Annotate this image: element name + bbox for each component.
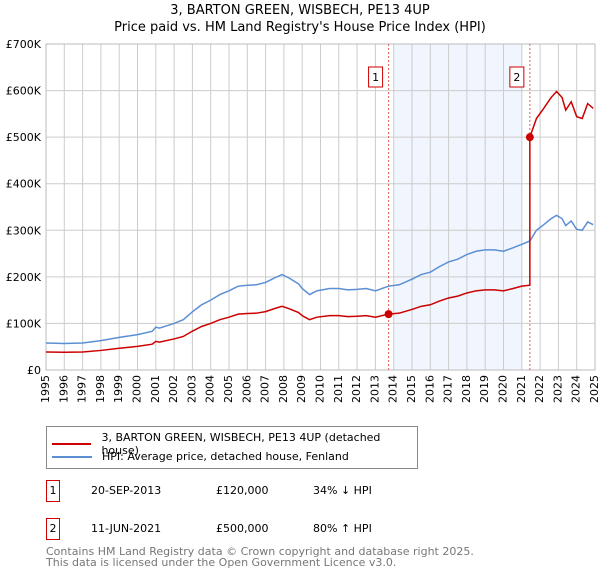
x-tick-label: 2011 [332, 375, 345, 403]
sale-point [384, 310, 393, 319]
footer: Contains HM Land Registry data © Crown c… [46, 546, 474, 568]
x-tick-label: 1998 [94, 375, 107, 403]
legend-item-property: 3, BARTON GREEN, WISBECH, PE13 4UP (deta… [52, 431, 417, 457]
x-tick-label: 2004 [204, 375, 217, 403]
x-tick-label: 2024 [570, 375, 583, 403]
x-tick-label: 2007 [259, 375, 272, 403]
x-tick-label: 2009 [295, 375, 308, 403]
x-tick-label: 1999 [112, 375, 125, 403]
legend-label: HPI: Average price, detached house, Fenl… [102, 450, 349, 463]
property-price-line [45, 90, 594, 354]
x-tick-label: 2018 [460, 375, 473, 403]
sale-price: £120,000 [216, 484, 269, 497]
x-tick-label: 1996 [57, 375, 70, 403]
y-tick-label: £400K [6, 178, 42, 191]
x-tick-label: 2008 [277, 375, 290, 403]
y-tick-label: £600K [6, 85, 42, 98]
x-tick-label: 2013 [368, 375, 381, 403]
x-tick-label: 2003 [185, 375, 198, 403]
x-tick-label: 2006 [240, 375, 253, 403]
y-tick-label: £200K [6, 271, 42, 284]
legend: 3, BARTON GREEN, WISBECH, PE13 4UP (deta… [46, 426, 418, 469]
sale-hpi-diff: 34% ↓ HPI [313, 484, 372, 497]
price-chart: 1995 1996 1997 1998 1999 2000 2001 2002 2003 2004… [6, 38, 600, 403]
x-tick-label: 2001 [149, 375, 162, 403]
legend-swatch-blue [52, 455, 92, 458]
sale-marker-box [368, 66, 384, 88]
sale-row: 1 20-SEP-2013 £120,000 34% ↓ HPI [46, 480, 546, 502]
legend-swatch-red [52, 443, 92, 445]
hpi-line [45, 214, 594, 345]
chart-subtitle: Price paid vs. HM Land Registry's House … [114, 20, 486, 35]
x-tick-label: 2020 [497, 375, 510, 403]
y-tick-label: £0 [27, 364, 41, 377]
sale-marker-badge: 1 [46, 480, 60, 502]
legend-item-hpi: HPI: Average price, detached house, Fenl… [52, 450, 349, 463]
x-tick-label: 2002 [167, 375, 180, 403]
sale-marker-box [509, 66, 525, 88]
chart-title: 3, BARTON GREEN, WISBECH, PE13 4UP [170, 3, 430, 18]
x-tick-label: 2017 [442, 375, 455, 403]
shaded-period [393, 44, 523, 370]
footer-licence: This data is licensed under the Open Gov… [46, 556, 397, 569]
footer-copyright: Contains HM Land Registry data © Crown c… [46, 545, 474, 558]
x-tick-label: 2016 [423, 375, 436, 403]
sale-marker-label: 2 [513, 71, 520, 84]
legend-label: 3, BARTON GREEN, WISBECH, PE13 4UP (deta… [101, 431, 381, 457]
x-tick-label: 2015 [405, 375, 418, 403]
plot-border [45, 43, 596, 371]
sale-date: 20-SEP-2013 [91, 484, 162, 497]
y-tick-label: £100K [6, 317, 42, 330]
x-tick-label: 1995 [39, 375, 52, 403]
y-tick-label: £500K [6, 131, 42, 144]
x-tick-label: 2022 [533, 375, 546, 403]
x-tick-label: 1997 [76, 375, 89, 403]
x-tick-label: 2000 [131, 375, 144, 403]
x-tick-label: 2014 [387, 375, 400, 403]
sale-row: 2 11-JUN-2021 £500,000 80% ↑ HPI [46, 518, 546, 540]
y-tick-label: £700K [6, 38, 42, 51]
sale-date: 11-JUN-2021 [91, 522, 162, 535]
x-tick-label: 2005 [222, 375, 235, 403]
sale-hpi-diff: 80% ↑ HPI [313, 522, 372, 535]
sale-marker-label: 1 [372, 71, 379, 84]
sale-point [525, 133, 534, 142]
sale-price: £500,000 [216, 522, 269, 535]
x-tick-label: 2010 [314, 375, 327, 403]
y-tick-label: £300K [6, 224, 42, 237]
x-tick-label: 2012 [350, 375, 363, 403]
x-tick-label: 2021 [515, 375, 528, 403]
x-tick-label: 2023 [551, 375, 564, 403]
sale-marker-badge: 2 [46, 518, 60, 540]
x-tick-label: 2019 [478, 375, 491, 403]
x-tick-label: 2025 [588, 375, 600, 403]
